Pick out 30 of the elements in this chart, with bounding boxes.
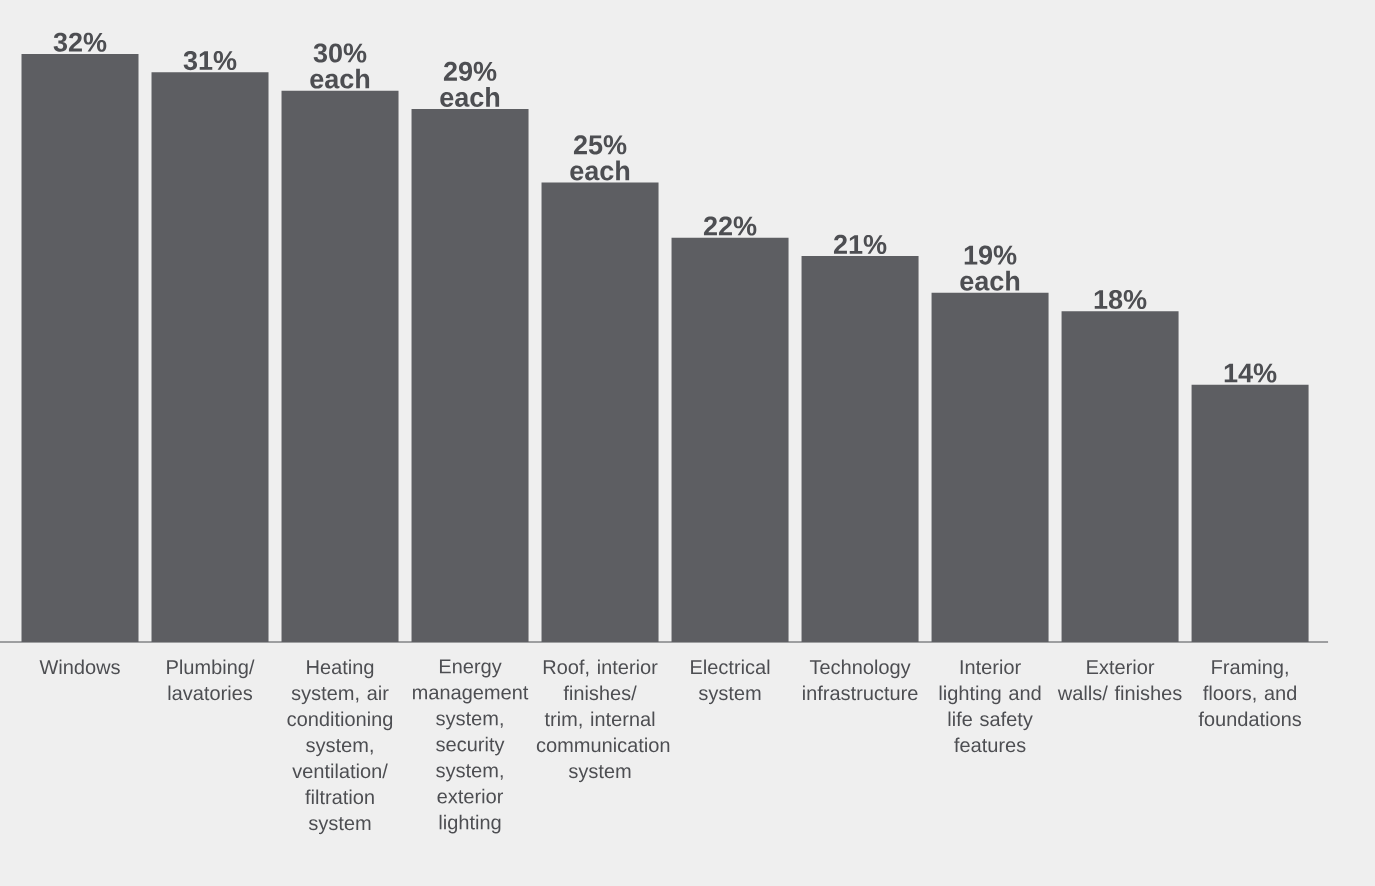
data-label: 25% each — [570, 135, 630, 181]
x-tick-label: Windows — [39, 659, 120, 675]
data-label: 21% — [833, 234, 887, 254]
data-label: 30% each — [310, 43, 370, 89]
bar — [1061, 311, 1179, 642]
bar — [21, 53, 139, 642]
x-tick-label: Exterior walls/ finishes — [1057, 659, 1182, 701]
x-tick-label: Technology infrastructure — [803, 659, 918, 701]
bar — [671, 237, 789, 642]
data-label: 18% — [1094, 289, 1147, 310]
bar — [801, 256, 919, 642]
x-tick-label: Electrical system — [691, 659, 770, 705]
bar — [281, 90, 399, 642]
data-label: 14% — [1224, 363, 1277, 383]
bar — [541, 182, 659, 642]
bar — [411, 109, 529, 642]
x-tick-label: Framing, floors, and foundations — [1198, 659, 1302, 727]
bar — [151, 72, 269, 642]
x-tick-label: Roof, interior finishes/ trim, internal communication system — [536, 659, 670, 783]
x-tick-label: Interior lighting and life safety features — [939, 659, 1041, 753]
bar — [931, 292, 1049, 642]
x-tick-label: Energy management system, security system, exterior lighting — [412, 659, 529, 834]
bar — [1191, 384, 1309, 642]
data-label: 22% — [703, 216, 757, 236]
data-label: 31% — [183, 51, 237, 71]
data-label: 29% each — [440, 61, 500, 107]
x-tick-label: Heating system, air conditioning system, ventilation/ filtration system — [287, 659, 393, 835]
data-label: 32% — [53, 32, 107, 52]
data-label: 19% each — [960, 245, 1020, 291]
x-tick-label: Plumbing/ lavatories — [167, 659, 255, 701]
